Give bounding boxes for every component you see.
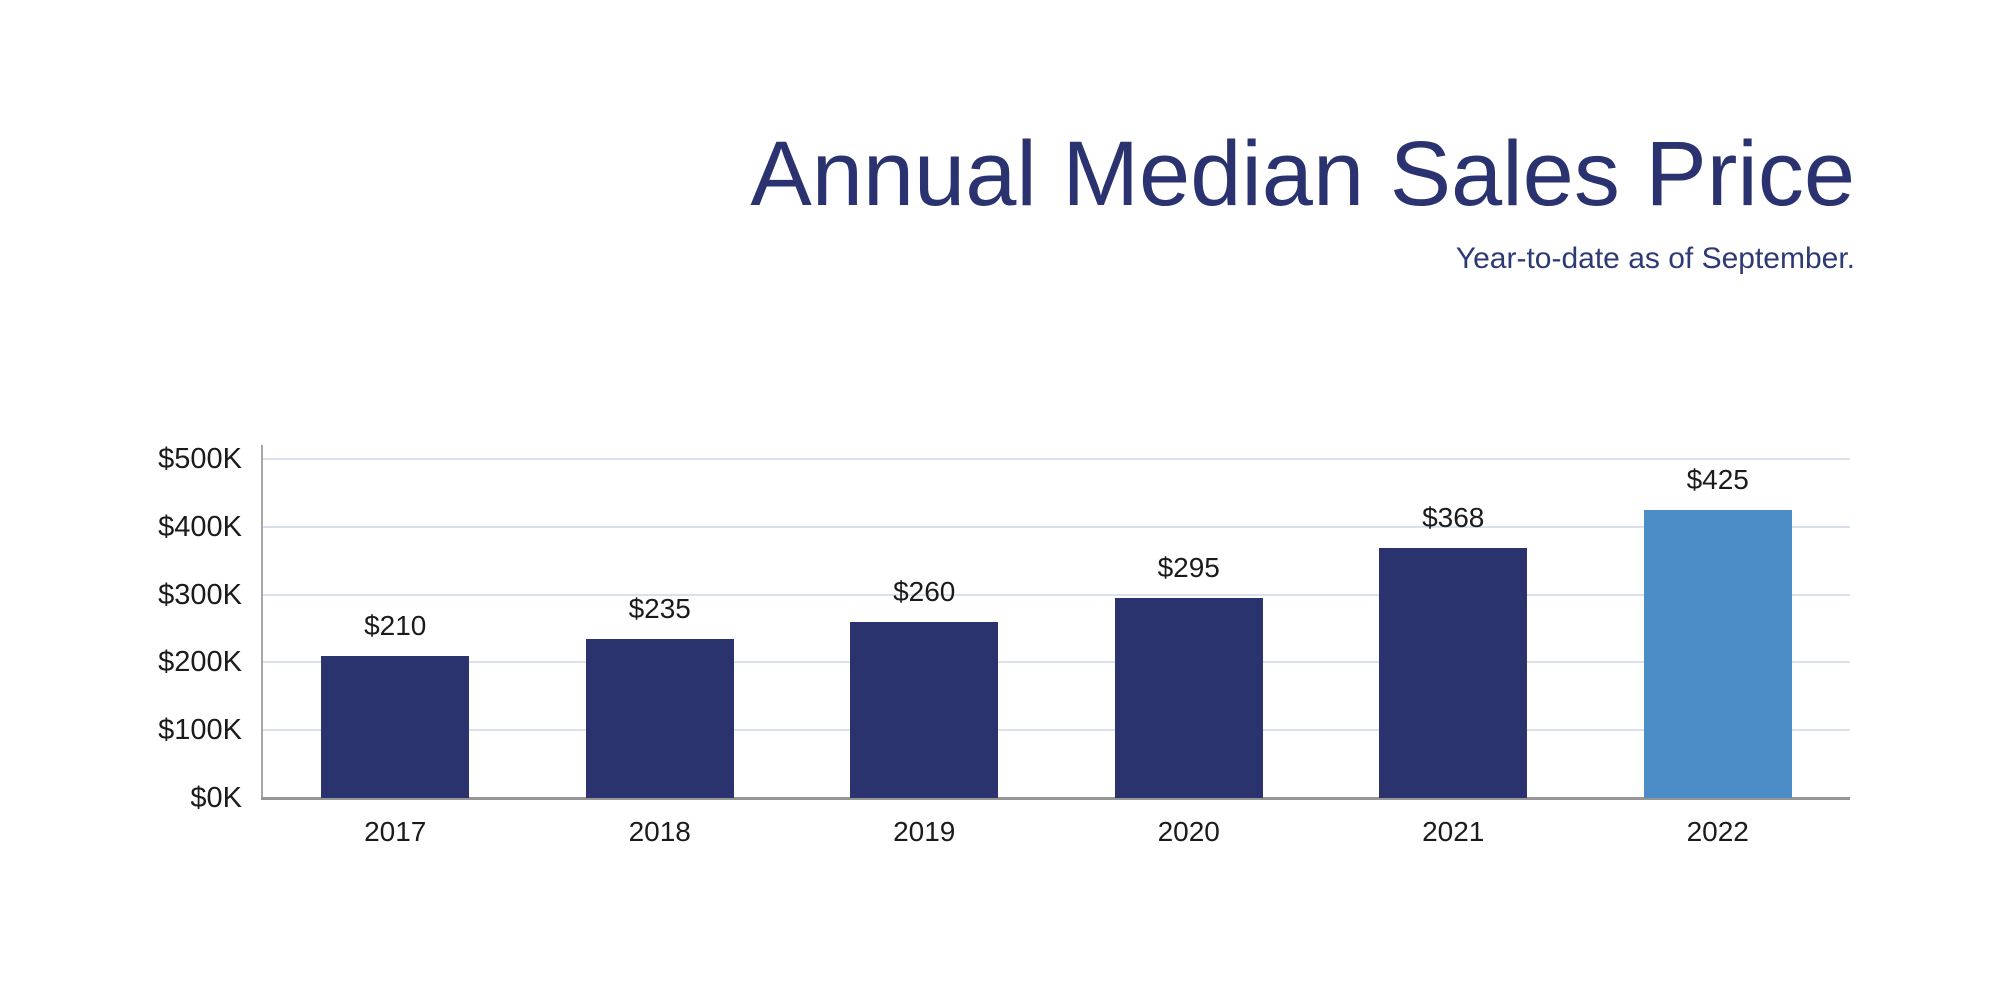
bar-value-label-2018: $235 [628, 592, 691, 624]
bar-value-label-2020: $295 [1157, 551, 1220, 583]
chart-subtitle: Year-to-date as of September. [1455, 242, 1855, 275]
chart-title: Annual Median Sales Price [750, 123, 1855, 225]
gridline-500 [263, 458, 1850, 460]
y-axis-tick-label-300: $300K [158, 578, 242, 611]
x-axis-tick-label-2022: 2022 [1686, 816, 1749, 847]
x-axis-tick-label-2020: 2020 [1157, 816, 1220, 847]
gridline-400 [263, 525, 1850, 528]
bar-value-label-2022: $425 [1686, 463, 1749, 495]
bar-value-label-2019: $260 [893, 575, 956, 607]
gridline-100 [263, 729, 1850, 732]
x-axis-tick-label-2017: 2017 [364, 816, 427, 847]
bar-2020 [1114, 597, 1263, 798]
y-axis-tick-label-400: $400K [158, 510, 242, 543]
x-axis-tick-label-2019: 2019 [893, 816, 956, 847]
bar-2019 [850, 621, 999, 798]
x-axis-tick-label-2018: 2018 [628, 816, 691, 847]
bar-2021 [1379, 548, 1528, 798]
y-axis-tick-label-0: $0K [190, 782, 242, 814]
y-axis-line [261, 445, 263, 800]
y-axis-tick-label-100: $100K [158, 714, 242, 747]
y-axis-tick-label-500: $500K [158, 443, 242, 475]
bar-2022 [1643, 509, 1792, 798]
bar-value-label-2021: $368 [1422, 502, 1485, 534]
x-axis-line [261, 797, 1850, 800]
bar-2018 [585, 638, 734, 798]
gridline-300 [263, 593, 1850, 596]
bar-2017 [321, 655, 470, 798]
bar-value-label-2017: $210 [364, 609, 427, 641]
y-axis-tick-label-200: $200K [158, 646, 242, 679]
gridline-200 [263, 661, 1850, 664]
x-axis-tick-label-2021: 2021 [1422, 816, 1485, 847]
